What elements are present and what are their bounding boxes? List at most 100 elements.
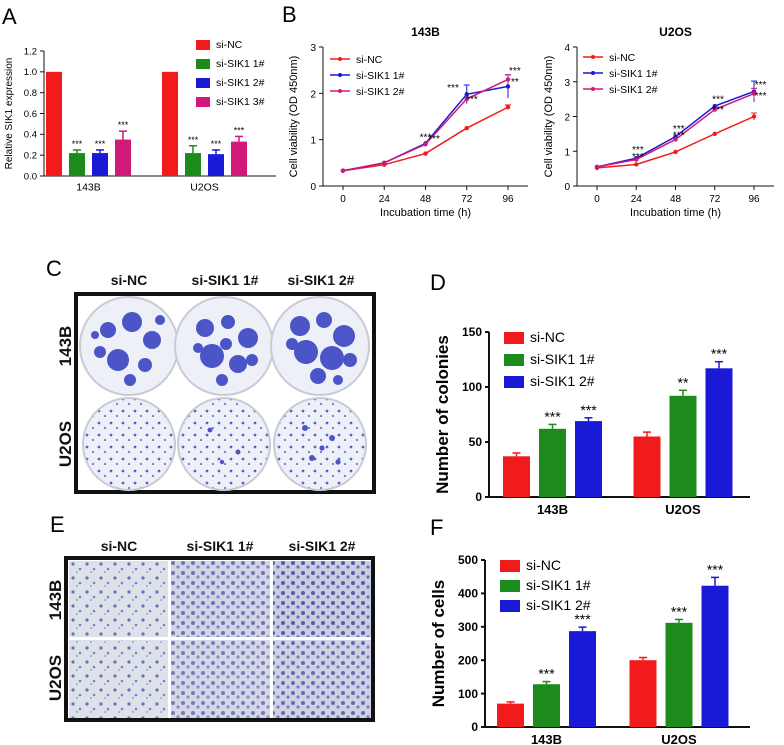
y-tick-label: 50 <box>469 435 483 449</box>
colony-plate-u2os-si-sik1-2 <box>273 397 367 491</box>
significance-label: *** <box>580 402 597 418</box>
legend-marker-0 <box>591 55 595 59</box>
significance-label: *** <box>673 124 685 135</box>
y-tick-label: 0 <box>475 490 482 504</box>
chart-f-cells: 0 100 200 300 400 500 Number of cells *** *** 143… <box>429 553 750 745</box>
transwell-col-label-si-sik1-2: si-SIK1 2# <box>288 538 356 554</box>
legend-swatch-2 <box>504 376 524 388</box>
x-category-label: U2OS <box>661 732 697 745</box>
legend-label-1: si-SIK1 1# <box>530 351 595 367</box>
significance-label: *** <box>632 152 644 163</box>
bar-u2os-series-3 <box>231 141 247 176</box>
legend-label-0: si-NC <box>526 557 561 573</box>
panel-letter-c: C <box>46 256 62 281</box>
legend-label-0: si-NC <box>609 52 636 64</box>
colony-plate-u2os-si-nc <box>82 397 176 491</box>
transwell-143b-si-sik1-2 <box>273 561 371 637</box>
y-tick-label: 500 <box>458 553 478 567</box>
y-tick-label: 3 <box>564 78 570 89</box>
x-tick-label: 48 <box>670 194 682 205</box>
chart-b-u2os-viability: 0 1 2 3 4 0 24 48 72 96 Incubation time (h) Cell vi… <box>543 25 774 219</box>
legend-label-1: si-SIK1 1# <box>216 58 265 70</box>
legend-label-1: si-SIK1 1# <box>526 577 591 593</box>
significance-label: *** <box>544 408 561 424</box>
legend-marker-1 <box>338 73 342 77</box>
colony-plate-143b-si-nc <box>79 296 179 396</box>
transwell-row-label-143b: 143B <box>46 579 65 621</box>
data-point-0 <box>464 125 469 131</box>
significance-label: *** <box>211 139 222 149</box>
data-point-2 <box>712 107 717 112</box>
x-tick-label: 0 <box>340 194 346 205</box>
legend-swatch-0 <box>500 560 520 572</box>
bar-143b-series-1 <box>69 153 85 176</box>
chart-b-143b-viability: 0 1 2 3 0 24 48 72 96 Incubation time (h) Cell via… <box>288 25 528 219</box>
y-tick-label: 1.0 <box>24 67 37 78</box>
bar-143b-series-2 <box>92 153 108 176</box>
y-tick-label: 100 <box>458 687 478 701</box>
y-axis-label: Number of cells <box>429 580 448 708</box>
significance-label: *** <box>632 145 644 156</box>
chart-title: 143B <box>411 25 440 39</box>
y-axis-label: Number of colonies <box>433 335 452 494</box>
transwell-143b-si-sik1-1 <box>171 561 270 637</box>
series-line-1 <box>342 85 509 172</box>
bar-u2os-series-0 <box>629 660 657 727</box>
legend-swatch-2 <box>500 600 520 612</box>
legend-label-0: si-NC <box>356 54 383 66</box>
legend-swatch-1 <box>196 59 210 69</box>
transwell-u2os-si-nc <box>69 640 168 718</box>
legend-marker-1 <box>591 71 595 75</box>
significance-label: *** <box>673 130 685 141</box>
bar-143b-series-2 <box>575 421 602 497</box>
x-category-label: 143B <box>531 732 562 745</box>
x-tick-label: 24 <box>379 194 391 205</box>
transwell-row-label-u2os: U2OS <box>46 654 65 702</box>
transwell-u2os-si-sik1-2 <box>273 640 371 718</box>
bar-143b-series-2 <box>569 631 596 727</box>
bar-u2os-series-0 <box>633 436 661 497</box>
data-point-1 <box>712 103 717 109</box>
colony-plate-143b-si-sik1-2 <box>270 296 370 396</box>
significance-label: *** <box>707 561 724 577</box>
y-tick-label: 400 <box>458 587 478 601</box>
significance-label: *** <box>671 603 688 619</box>
legend-swatch-0 <box>504 332 524 344</box>
significance-label: *** <box>234 125 245 135</box>
data-point-0 <box>712 131 717 137</box>
x-tick-label: 96 <box>748 194 760 205</box>
legend-label-2: si-SIK1 2# <box>609 84 658 96</box>
y-tick-label: 4 <box>564 43 570 54</box>
y-axis-label: Cell viability (OD 450nm) <box>288 56 300 178</box>
significance-label: *** <box>466 95 478 106</box>
x-tick-label: 96 <box>502 194 514 205</box>
data-point-2 <box>382 160 387 166</box>
significance-label: *** <box>428 134 440 145</box>
x-tick-label: 72 <box>709 194 721 205</box>
bar-u2os-series-1 <box>185 153 201 176</box>
y-tick-label: 2 <box>564 113 570 124</box>
data-point-0 <box>673 149 678 155</box>
legend-marker-2 <box>591 87 595 91</box>
transwell-143b-si-nc <box>69 561 168 637</box>
bar-u2os-series-2 <box>705 368 733 497</box>
data-point-2 <box>594 164 600 170</box>
bar-143b-series-0 <box>497 703 524 727</box>
transwell-u2os-si-sik1-1 <box>171 640 270 718</box>
legend-label-0: si-NC <box>216 39 243 51</box>
bar-u2os-series-1 <box>665 622 693 727</box>
significance-label: *** <box>755 80 767 91</box>
legend-label-3: si-SIK1 3# <box>216 96 265 108</box>
colony-row-label-u2os: U2OS <box>56 420 75 468</box>
panel-letter-a: A <box>2 4 17 29</box>
legend-swatch-1 <box>500 580 520 592</box>
x-tick-label: 24 <box>631 194 643 205</box>
bar-143b-series-0 <box>503 456 530 497</box>
significance-label: *** <box>755 91 767 102</box>
data-point-2 <box>340 168 346 173</box>
legend-label-2: si-SIK1 2# <box>216 77 265 89</box>
significance-label: *** <box>574 611 591 627</box>
legend-label-1: si-SIK1 1# <box>609 68 658 80</box>
significance-label: *** <box>712 95 724 106</box>
